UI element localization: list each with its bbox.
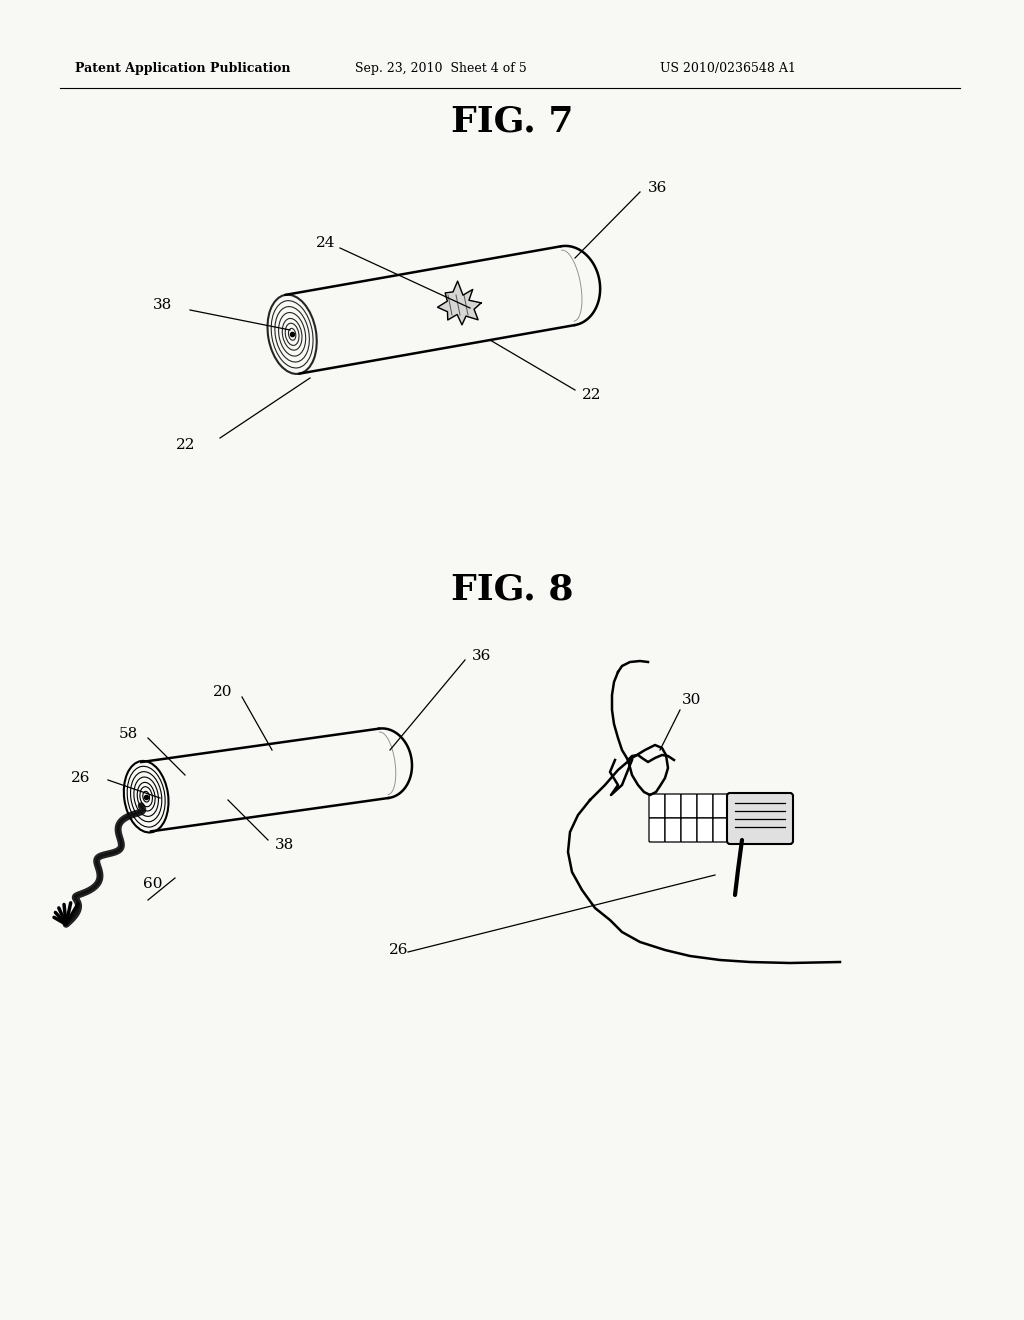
FancyBboxPatch shape: [697, 795, 713, 818]
Text: 36: 36: [648, 181, 668, 195]
Polygon shape: [437, 281, 481, 325]
Text: 58: 58: [119, 727, 138, 741]
FancyBboxPatch shape: [729, 795, 745, 818]
FancyBboxPatch shape: [729, 818, 745, 842]
Text: 26: 26: [388, 942, 408, 957]
FancyBboxPatch shape: [697, 818, 713, 842]
Text: 38: 38: [153, 298, 172, 312]
FancyBboxPatch shape: [745, 795, 761, 818]
Text: 22: 22: [175, 438, 195, 451]
Text: Patent Application Publication: Patent Application Publication: [75, 62, 291, 75]
FancyBboxPatch shape: [665, 795, 681, 818]
FancyBboxPatch shape: [745, 818, 761, 842]
Text: 26: 26: [71, 771, 90, 785]
FancyBboxPatch shape: [713, 795, 729, 818]
FancyBboxPatch shape: [713, 818, 729, 842]
Text: US 2010/0236548 A1: US 2010/0236548 A1: [660, 62, 796, 75]
FancyBboxPatch shape: [681, 818, 697, 842]
FancyBboxPatch shape: [727, 793, 793, 843]
Text: FIG. 8: FIG. 8: [451, 572, 573, 606]
Text: 22: 22: [582, 388, 601, 403]
FancyBboxPatch shape: [665, 818, 681, 842]
Text: 38: 38: [275, 838, 294, 851]
Text: FIG. 7: FIG. 7: [451, 106, 573, 139]
Text: 60: 60: [142, 876, 162, 891]
Text: 24: 24: [315, 236, 335, 249]
Text: Sep. 23, 2010  Sheet 4 of 5: Sep. 23, 2010 Sheet 4 of 5: [355, 62, 526, 75]
FancyBboxPatch shape: [649, 818, 665, 842]
FancyBboxPatch shape: [649, 795, 665, 818]
Text: 36: 36: [472, 649, 492, 663]
Text: 30: 30: [682, 693, 701, 708]
Text: 20: 20: [213, 685, 232, 700]
FancyBboxPatch shape: [681, 795, 697, 818]
